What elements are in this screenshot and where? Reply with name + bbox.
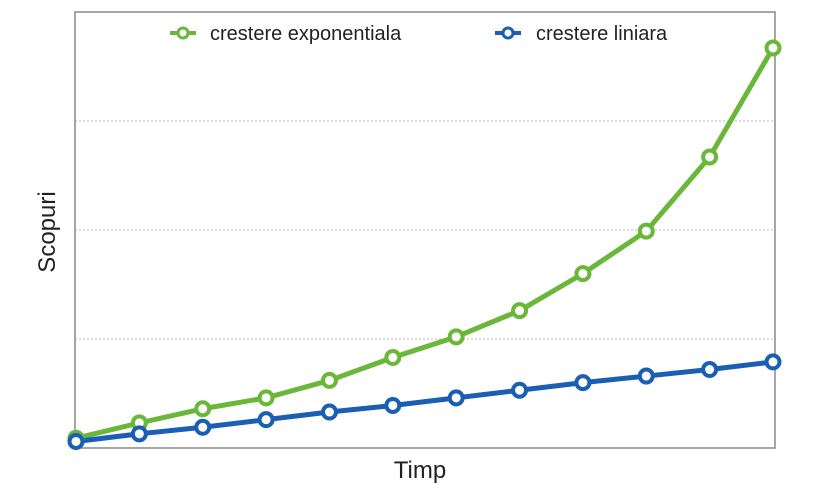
series-line-exponential (75, 46, 776, 441)
data-point-linear-8 (511, 381, 529, 399)
data-point-linear-4 (257, 411, 275, 429)
legend-marker-exponential (176, 26, 190, 40)
legend-label-exponential: crestere exponentiala (210, 23, 402, 45)
data-point-exponential-4 (257, 389, 275, 407)
legend-marker-linear (501, 26, 515, 40)
data-point-exponential-3 (194, 400, 212, 418)
data-point-exponential-5 (320, 371, 338, 389)
legend: crestere exponentiala crestere liniara (170, 23, 668, 45)
data-point-linear-5 (320, 403, 338, 421)
data-point-linear-10 (637, 367, 655, 385)
series-group (67, 39, 782, 450)
series-line-linear (75, 359, 774, 444)
legend-item-exponential: crestere exponentiala (170, 23, 402, 45)
plot-frame (74, 11, 776, 449)
data-point-exponential-7 (447, 328, 465, 346)
data-point-linear-1 (67, 432, 85, 450)
grid-lines (75, 120, 775, 340)
data-point-exponential-10 (637, 222, 655, 240)
data-point-linear-12 (764, 353, 782, 371)
x-axis-title: Timp (394, 457, 446, 484)
legend-label-linear: crestere liniara (536, 23, 668, 45)
data-point-linear-7 (447, 389, 465, 407)
data-point-exponential-6 (384, 349, 402, 367)
data-point-exponential-8 (511, 302, 529, 320)
data-point-exponential-11 (701, 148, 719, 166)
legend-item-linear: crestere liniara (495, 23, 668, 45)
data-point-linear-6 (384, 396, 402, 414)
data-point-exponential-9 (574, 265, 592, 283)
data-point-linear-3 (194, 418, 212, 436)
data-point-linear-2 (130, 425, 148, 443)
y-axis-title: Scopuri (34, 191, 61, 272)
data-point-linear-9 (574, 374, 592, 392)
data-point-exponential-12 (764, 39, 782, 57)
data-point-linear-11 (701, 361, 719, 379)
